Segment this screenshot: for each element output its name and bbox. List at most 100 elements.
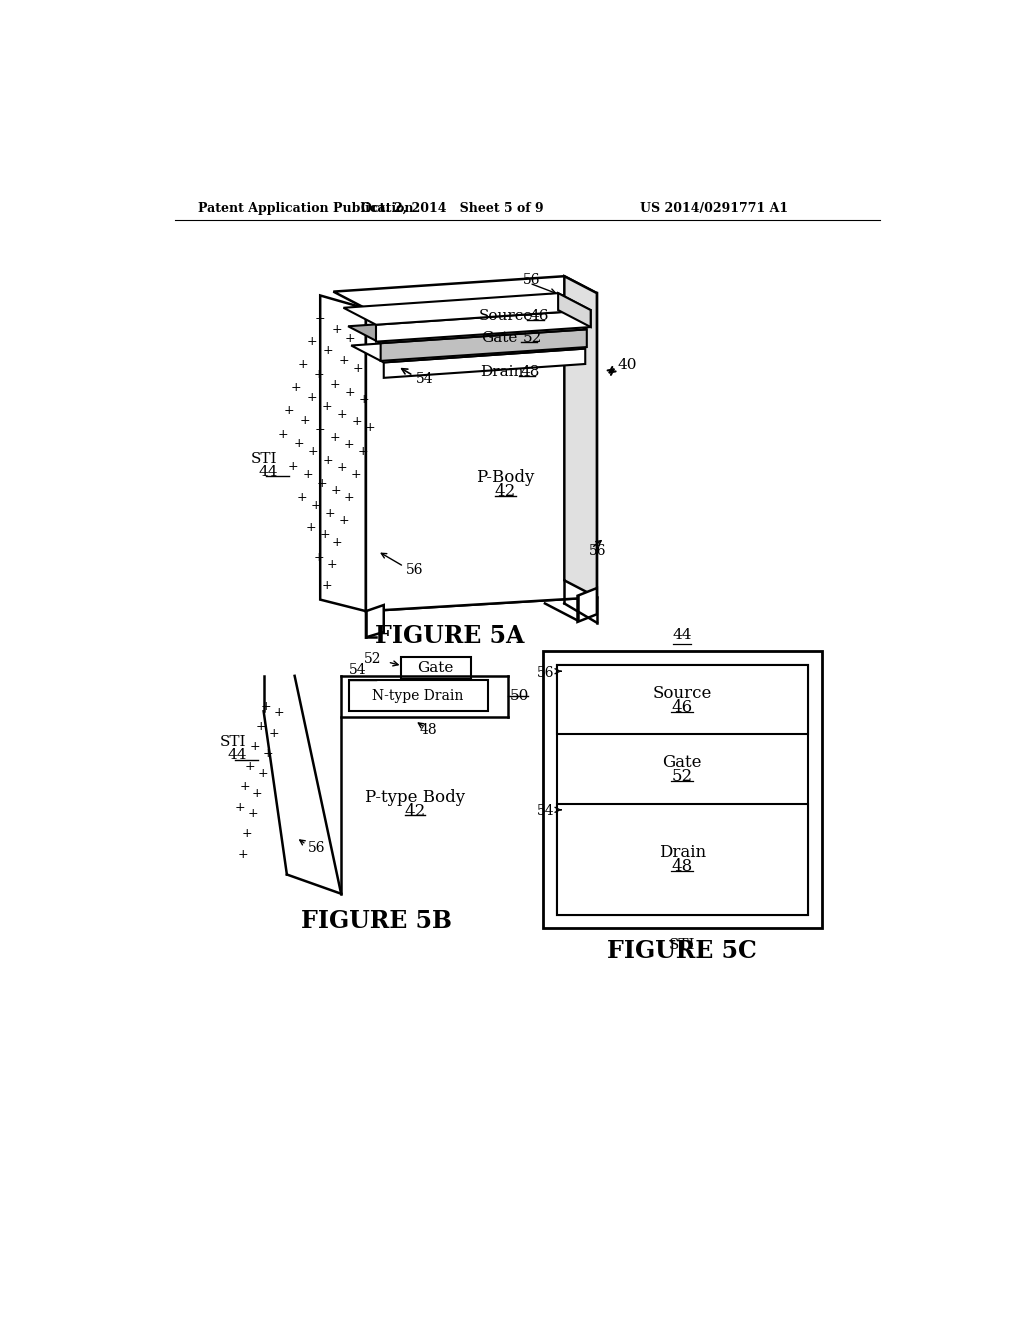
Text: +: +: [273, 706, 285, 719]
Text: +: +: [332, 536, 343, 549]
Text: 46: 46: [529, 309, 549, 323]
Text: Oct. 2, 2014   Sheet 5 of 9: Oct. 2, 2014 Sheet 5 of 9: [360, 202, 544, 215]
Text: +: +: [314, 550, 325, 564]
Text: +: +: [311, 499, 322, 512]
Text: Drain: Drain: [480, 366, 524, 379]
Text: 42: 42: [404, 803, 425, 820]
Text: +: +: [248, 807, 258, 820]
Text: +: +: [291, 381, 301, 395]
Text: STI: STI: [220, 735, 247, 748]
Text: 46: 46: [672, 698, 692, 715]
Text: STI: STI: [669, 937, 695, 952]
Polygon shape: [376, 310, 591, 342]
Bar: [557, 665, 808, 915]
Text: +: +: [314, 367, 325, 380]
Text: 56: 56: [308, 841, 326, 854]
Text: FIGURE 5C: FIGURE 5C: [607, 940, 757, 964]
Text: +: +: [238, 847, 248, 861]
Text: +: +: [319, 528, 330, 541]
Bar: [557, 665, 808, 734]
Text: 56: 56: [523, 273, 541, 286]
Text: +: +: [358, 393, 369, 407]
Text: +: +: [350, 467, 361, 480]
Text: 48: 48: [420, 723, 437, 737]
Text: +: +: [261, 700, 271, 713]
Text: P-Body: P-Body: [476, 470, 535, 487]
Text: +: +: [252, 787, 263, 800]
Text: +: +: [337, 408, 347, 421]
Text: 44: 44: [227, 748, 247, 762]
Text: Gate: Gate: [418, 661, 454, 675]
Text: +: +: [242, 828, 253, 841]
Text: 56: 56: [589, 544, 606, 558]
Text: 42: 42: [495, 483, 516, 500]
Text: +: +: [331, 483, 341, 496]
Text: +: +: [297, 491, 307, 504]
Text: STI: STI: [251, 451, 278, 466]
Text: +: +: [299, 413, 310, 426]
Text: +: +: [323, 345, 333, 358]
Text: +: +: [284, 404, 295, 417]
Text: +: +: [365, 421, 375, 434]
Bar: [557, 804, 808, 915]
Text: +: +: [298, 358, 308, 371]
Text: +: +: [302, 469, 313, 482]
Text: +: +: [322, 579, 333, 593]
Text: 50: 50: [510, 689, 529, 702]
Text: +: +: [344, 491, 354, 504]
Text: +: +: [323, 454, 333, 467]
Text: +: +: [308, 445, 318, 458]
Text: 44: 44: [258, 465, 278, 479]
Text: 44: 44: [673, 628, 692, 642]
Text: Source: Source: [478, 309, 532, 323]
Polygon shape: [321, 296, 366, 611]
Text: +: +: [306, 391, 317, 404]
Text: 54: 54: [349, 664, 367, 677]
Polygon shape: [366, 293, 597, 611]
Text: 48: 48: [672, 858, 693, 875]
Text: 52: 52: [672, 768, 692, 785]
Text: +: +: [332, 323, 343, 335]
Text: N-type Drain: N-type Drain: [372, 689, 464, 702]
Text: +: +: [234, 801, 245, 814]
Text: 54: 54: [417, 372, 434, 385]
Text: +: +: [338, 354, 349, 367]
Text: +: +: [255, 721, 266, 733]
Text: US 2014/0291771 A1: US 2014/0291771 A1: [640, 202, 787, 215]
Text: +: +: [245, 760, 255, 774]
Text: +: +: [344, 438, 354, 451]
Text: Patent Application Publication: Patent Application Publication: [198, 202, 414, 215]
Polygon shape: [366, 605, 384, 638]
Text: +: +: [263, 747, 273, 760]
Text: +: +: [327, 557, 337, 570]
Text: +: +: [278, 428, 289, 441]
Polygon shape: [351, 331, 586, 363]
Text: 48: 48: [521, 366, 541, 379]
Text: +: +: [344, 385, 355, 399]
Text: 56: 56: [406, 564, 423, 577]
Text: +: +: [258, 767, 268, 780]
Text: FIGURE 5A: FIGURE 5A: [375, 624, 524, 648]
Polygon shape: [558, 293, 591, 327]
Polygon shape: [381, 330, 587, 360]
Text: +: +: [250, 741, 260, 754]
Bar: [349, 681, 488, 711]
Text: +: +: [315, 312, 326, 325]
Text: +: +: [330, 430, 340, 444]
Text: 40: 40: [617, 358, 637, 372]
Bar: [543, 651, 821, 928]
Polygon shape: [366, 293, 597, 611]
Text: +: +: [288, 459, 298, 473]
Text: 52: 52: [523, 331, 543, 345]
Text: 54: 54: [537, 804, 554, 818]
Polygon shape: [564, 276, 597, 597]
Text: +: +: [315, 422, 326, 436]
Polygon shape: [334, 276, 597, 309]
Polygon shape: [578, 589, 597, 622]
Text: +: +: [293, 437, 304, 450]
Text: Gate: Gate: [663, 754, 701, 771]
Text: +: +: [316, 477, 327, 490]
Text: +: +: [268, 727, 279, 741]
Text: +: +: [351, 416, 361, 428]
Text: Source: Source: [652, 685, 712, 702]
